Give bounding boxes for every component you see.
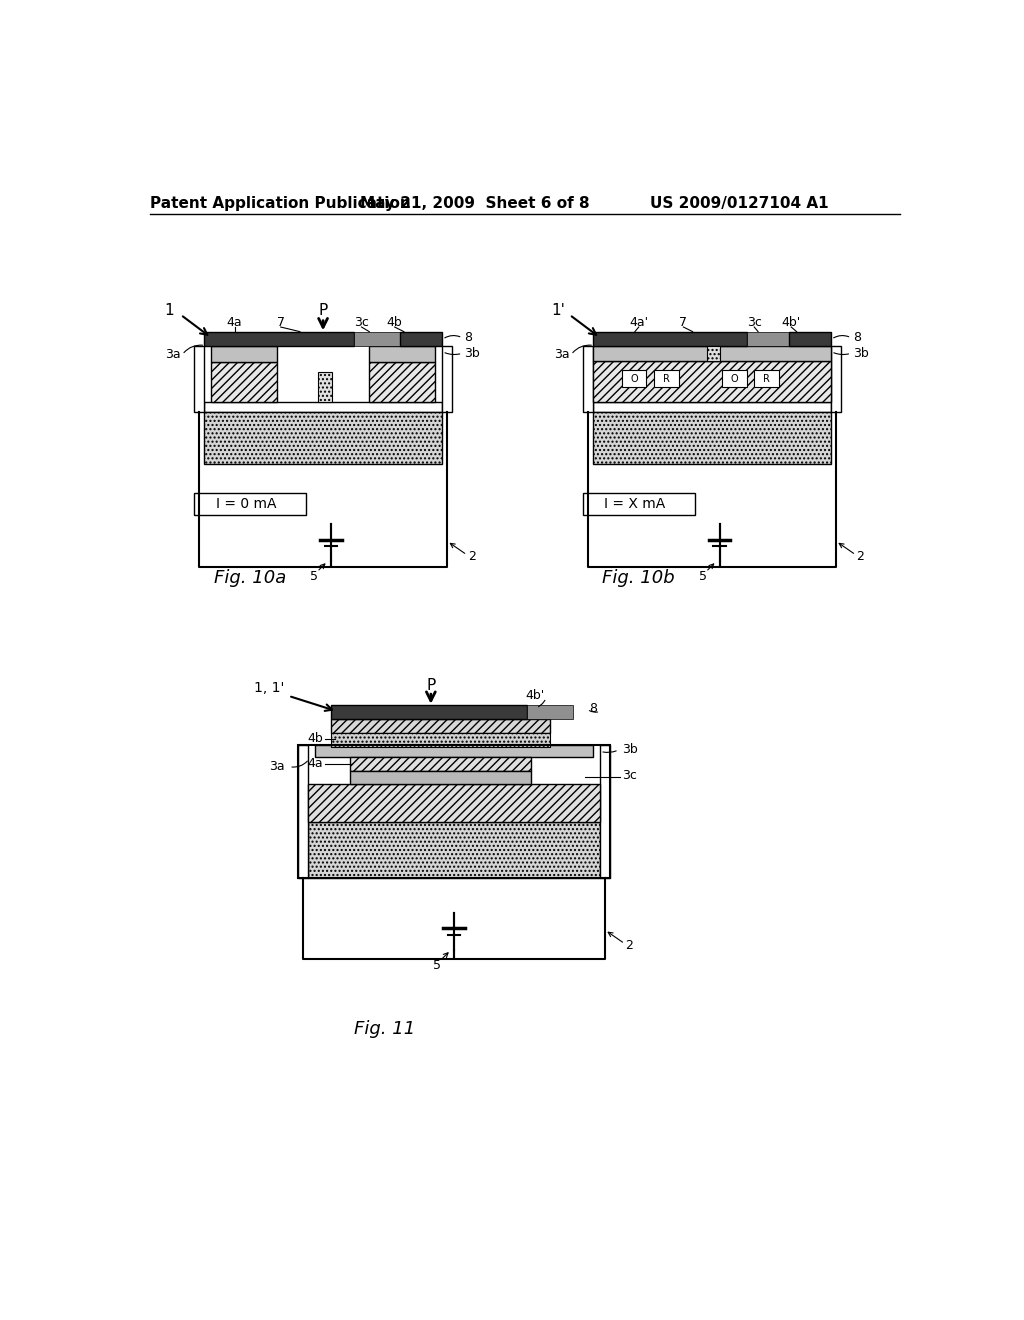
Text: I = X mA: I = X mA <box>604 498 666 511</box>
Bar <box>707 346 720 360</box>
Bar <box>298 744 307 878</box>
Text: 1': 1' <box>551 302 565 318</box>
Bar <box>370 363 435 403</box>
Text: 2: 2 <box>857 550 864 564</box>
Bar <box>788 331 831 346</box>
Text: 3a: 3a <box>269 760 285 774</box>
Bar <box>600 744 609 878</box>
Bar <box>400 331 442 346</box>
Bar <box>527 705 573 719</box>
Text: 7: 7 <box>276 315 285 329</box>
Text: 8: 8 <box>853 331 861 345</box>
Bar <box>831 346 841 412</box>
Text: Fig. 10a: Fig. 10a <box>214 569 286 587</box>
Text: 4b': 4b' <box>525 689 545 702</box>
Bar <box>211 346 276 363</box>
Text: I = 0 mA: I = 0 mA <box>216 498 276 511</box>
Text: 3c: 3c <box>622 770 637 783</box>
Bar <box>593 360 831 403</box>
Bar <box>331 705 527 719</box>
Bar <box>331 733 550 747</box>
Bar <box>584 494 695 515</box>
Text: 2: 2 <box>626 939 634 952</box>
Text: Fig. 10b: Fig. 10b <box>602 569 675 587</box>
Bar <box>755 370 779 387</box>
Bar <box>307 784 600 822</box>
Text: 3a: 3a <box>554 348 569 362</box>
Bar <box>622 370 646 387</box>
Text: Fig. 11: Fig. 11 <box>354 1019 416 1038</box>
Bar <box>746 331 788 346</box>
Text: 1, 1': 1, 1' <box>254 681 285 696</box>
Bar <box>593 403 831 412</box>
Bar <box>722 370 746 387</box>
Text: Patent Application Publication: Patent Application Publication <box>151 195 411 211</box>
Bar <box>331 719 550 733</box>
Text: 1: 1 <box>164 302 174 318</box>
Text: 4b: 4b <box>387 315 402 329</box>
Bar <box>204 331 354 346</box>
Text: R: R <box>664 374 670 384</box>
Text: 4a': 4a' <box>629 315 648 329</box>
Text: P: P <box>318 302 328 318</box>
Bar <box>593 331 746 346</box>
Text: 4a: 4a <box>307 758 323 770</box>
Text: 5: 5 <box>433 958 441 972</box>
Bar <box>350 758 531 771</box>
Bar <box>584 346 593 412</box>
Bar <box>593 346 831 360</box>
Bar <box>307 822 600 878</box>
Bar <box>298 744 609 878</box>
Bar <box>593 412 831 465</box>
Text: O: O <box>631 374 638 384</box>
Bar <box>350 771 531 784</box>
Text: 5: 5 <box>310 570 317 583</box>
Text: 7: 7 <box>679 315 687 329</box>
Text: May 21, 2009  Sheet 6 of 8: May 21, 2009 Sheet 6 of 8 <box>360 195 590 211</box>
Text: 4a: 4a <box>226 315 243 329</box>
Text: 4b': 4b' <box>781 315 801 329</box>
Text: 3b: 3b <box>464 347 479 360</box>
Text: 8: 8 <box>464 331 472 345</box>
Bar <box>195 494 306 515</box>
Text: 5: 5 <box>698 570 707 583</box>
Text: US 2009/0127104 A1: US 2009/0127104 A1 <box>649 195 828 211</box>
Bar <box>317 372 332 403</box>
Text: 3a: 3a <box>165 348 180 362</box>
Bar <box>315 744 593 758</box>
Text: P: P <box>426 678 435 693</box>
Text: 3b: 3b <box>853 347 868 360</box>
Text: 3b: 3b <box>622 743 638 756</box>
Text: 4b: 4b <box>307 731 323 744</box>
Text: 3c: 3c <box>746 315 762 329</box>
Text: 8: 8 <box>589 702 597 715</box>
Bar <box>442 346 452 412</box>
Bar <box>370 346 435 363</box>
Bar <box>211 363 276 403</box>
Bar <box>195 346 204 412</box>
Text: 2: 2 <box>468 550 475 564</box>
Bar <box>354 331 400 346</box>
Text: O: O <box>730 374 738 384</box>
Bar <box>204 412 442 465</box>
Bar <box>654 370 679 387</box>
Text: R: R <box>763 374 770 384</box>
Text: 3c: 3c <box>354 315 369 329</box>
Bar <box>204 403 442 412</box>
